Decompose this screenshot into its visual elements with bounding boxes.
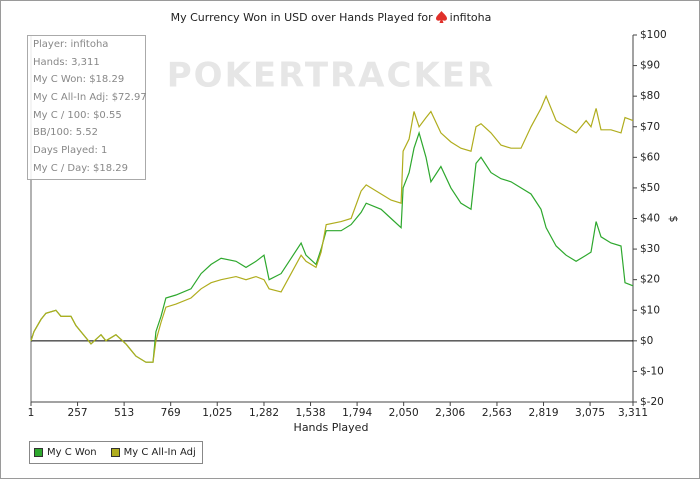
stat-line: My C Won: $18.29 [33, 74, 125, 86]
legend-item: My C Won [34, 447, 97, 458]
y-tick-label: $30 [640, 243, 660, 255]
legend-item: My C All-In Adj [110, 447, 196, 458]
x-axis-title: Hands Played [294, 421, 369, 434]
y-tick-label: $10 [640, 304, 660, 316]
x-tick-label: 257 [68, 407, 88, 419]
chart-title: My Currency Won in USD over Hands Played… [170, 11, 433, 24]
x-tick-label: 1,025 [202, 407, 232, 419]
y-tick-label: $60 [640, 151, 660, 163]
y-tick-label: $-10 [640, 365, 664, 377]
y-tick-label: $80 [640, 90, 660, 102]
y-tick-label: $70 [640, 121, 660, 133]
chart-title-row: My Currency Won in USD over Hands Played… [1, 11, 661, 24]
stat-line: My C / 100: $0.55 [33, 109, 122, 121]
y-tick-label: $90 [640, 60, 660, 72]
x-tick-label: 3,075 [575, 407, 605, 419]
stat-line: BB/100: 5.52 [33, 127, 98, 139]
x-tick-label: 3,311 [618, 407, 648, 419]
y-tick-label: $40 [640, 213, 660, 225]
y-tick-label: $0 [640, 335, 653, 347]
x-tick-label: 2,819 [528, 407, 558, 419]
x-tick-label: 1,538 [296, 407, 326, 419]
x-tick-label: 513 [114, 407, 134, 419]
stat-line: My C All-In Adj: $72.97 [33, 92, 147, 104]
series-line [30, 94, 634, 363]
x-tick-label: 769 [161, 407, 181, 419]
x-tick-label: 1 [28, 407, 35, 419]
player-name: infitoha [449, 11, 492, 24]
stat-line: Days Played: 1 [33, 145, 108, 157]
spade-icon [435, 11, 447, 23]
stat-line: My C / Day: $18.29 [33, 162, 128, 174]
x-tick-label: 1,282 [249, 407, 279, 419]
x-tick-label: 2,050 [389, 407, 419, 419]
y-tick-label: $-20 [640, 396, 664, 408]
x-tick-label: 2,306 [435, 407, 465, 419]
y-axis-title: $ [667, 216, 680, 223]
legend-label: My C All-In Adj [123, 447, 196, 458]
stats-box: Player: infitoha Hands: 3,311 My C Won: $1… [27, 35, 147, 180]
watermark: POKERTRACKER [167, 56, 495, 96]
y-tick-label: $20 [640, 274, 660, 286]
x-tick-label: 1,794 [342, 407, 372, 419]
legend: My C Won My C All-In Adj [29, 441, 203, 464]
y-tick-label: $100 [640, 29, 667, 41]
legend-swatch [110, 448, 120, 457]
legend-swatch [34, 448, 43, 457]
y-tick-label: $50 [640, 182, 660, 194]
legend-label: My C Won [47, 447, 97, 458]
stat-line: Player: infitoha [33, 39, 109, 50]
x-tick-label: 2,563 [482, 407, 512, 419]
stat-line: Hands: 3,311 [33, 56, 100, 68]
